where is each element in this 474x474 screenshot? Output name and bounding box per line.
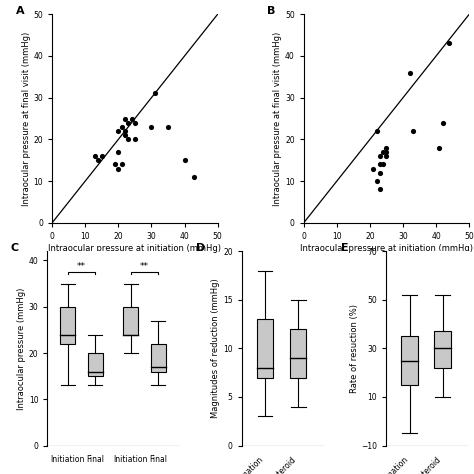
Point: [115, 165, 122, 173]
Point: [131, 136, 139, 143]
Text: **: **: [140, 262, 149, 271]
Point: [164, 123, 172, 131]
Y-axis label: Intraocular pressure at final visit (mmHg): Intraocular pressure at final visit (mmH…: [22, 31, 31, 206]
X-axis label: Intraocular pressure at initiation (mmHg): Intraocular pressure at initiation (mmHg…: [300, 244, 473, 253]
Point: [383, 152, 390, 160]
Point: [406, 69, 413, 76]
Bar: [290, 329, 306, 377]
Point: [191, 173, 198, 181]
Y-axis label: Magnitudes of reduction (mmHg): Magnitudes of reduction (mmHg): [211, 279, 220, 418]
Point: [369, 165, 377, 173]
Point: [376, 169, 383, 176]
Point: [409, 127, 417, 135]
Text: B: B: [267, 6, 276, 16]
Bar: [60, 307, 75, 344]
Point: [376, 186, 383, 193]
Bar: [257, 319, 273, 377]
Point: [373, 127, 380, 135]
Point: [446, 40, 453, 47]
Y-axis label: Intraocular pressure at final visit (mmHg): Intraocular pressure at final visit (mmH…: [273, 31, 282, 206]
Point: [131, 119, 139, 127]
Point: [118, 123, 126, 131]
Point: [98, 152, 106, 160]
Point: [115, 148, 122, 155]
Point: [125, 136, 132, 143]
Point: [379, 148, 387, 155]
Point: [125, 119, 132, 127]
Point: [121, 127, 129, 135]
Point: [181, 156, 188, 164]
Point: [95, 156, 102, 164]
Y-axis label: Rate of resuction (%): Rate of resuction (%): [349, 304, 358, 393]
Point: [436, 144, 443, 152]
Point: [151, 90, 159, 97]
Bar: [123, 307, 138, 335]
Bar: [88, 353, 103, 376]
X-axis label: Intraocular pressure at initiation (mmHg): Intraocular pressure at initiation (mmHg…: [48, 244, 221, 253]
Point: [121, 115, 129, 122]
Point: [439, 119, 447, 127]
Text: D: D: [196, 244, 205, 254]
Point: [379, 161, 387, 168]
Text: C: C: [10, 244, 18, 254]
Point: [383, 148, 390, 155]
Bar: [401, 336, 418, 385]
Point: [383, 144, 390, 152]
Point: [118, 161, 126, 168]
Point: [148, 123, 155, 131]
Point: [128, 115, 136, 122]
Point: [121, 131, 129, 139]
Point: [115, 127, 122, 135]
Text: A: A: [16, 6, 24, 16]
Bar: [435, 331, 451, 368]
Point: [91, 152, 99, 160]
Y-axis label: Intraocular pressure (mmHg): Intraocular pressure (mmHg): [17, 287, 26, 410]
Bar: [151, 344, 166, 372]
Point: [111, 161, 119, 168]
Point: [373, 177, 380, 185]
Text: E: E: [341, 244, 348, 254]
Text: **: **: [77, 262, 86, 271]
Point: [376, 152, 383, 160]
Point: [376, 161, 383, 168]
